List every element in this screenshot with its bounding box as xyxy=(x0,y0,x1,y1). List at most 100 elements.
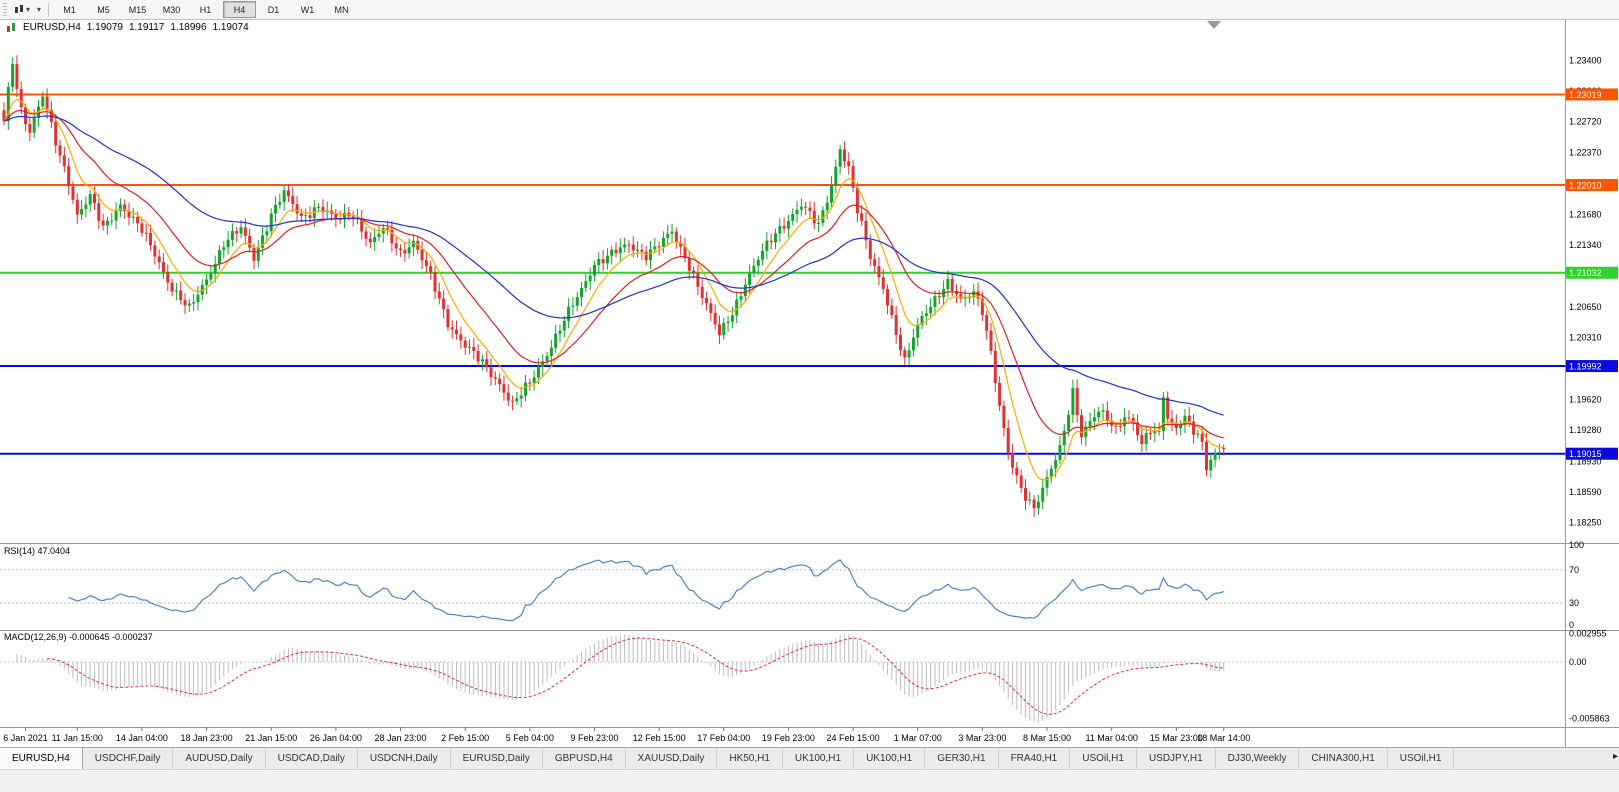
svg-text:18 Jan 23:00: 18 Jan 23:00 xyxy=(181,733,233,743)
timeframe-M1[interactable]: M1 xyxy=(63,4,76,15)
svg-text:1.18590: 1.18590 xyxy=(1569,487,1602,497)
svg-text:24 Feb 15:00: 24 Feb 15:00 xyxy=(827,733,880,743)
panel-borders xyxy=(0,18,1619,747)
chart-tab[interactable]: UK100,H1 xyxy=(783,748,855,769)
chart-quote-line: EURUSD,H4 1.19079 1.19117 1.18996 1.1907… xyxy=(6,22,249,33)
quote-high: 1.19117 xyxy=(128,22,165,33)
svg-text:5 Feb 04:00: 5 Feb 04:00 xyxy=(506,733,554,743)
timeframe-M5[interactable]: M5 xyxy=(97,4,110,15)
chart-tab[interactable]: USDCAD,Daily xyxy=(266,748,358,769)
timeframe-M15[interactable]: M15 xyxy=(128,4,147,15)
ma-lines xyxy=(3,98,1224,481)
svg-text:14 Jan 04:00: 14 Jan 04:00 xyxy=(116,733,168,743)
quote-close: 1.19074 xyxy=(212,22,249,33)
svg-text:8 Mar 15:00: 8 Mar 15:00 xyxy=(1023,733,1071,743)
timeframe-MN[interactable]: MN xyxy=(334,4,349,15)
svg-text:1.22720: 1.22720 xyxy=(1569,116,1602,126)
quote-symbol: EURUSD,H4 xyxy=(23,22,81,33)
svg-text:6 Jan 2021: 6 Jan 2021 xyxy=(3,733,48,743)
svg-text:21 Jan 15:00: 21 Jan 15:00 xyxy=(245,733,297,743)
svg-text:70: 70 xyxy=(1569,565,1579,575)
shift-marker-icon[interactable] xyxy=(1207,21,1221,29)
svg-text:1.21680: 1.21680 xyxy=(1569,210,1602,220)
chart-tab[interactable]: USDCNH,Daily xyxy=(358,748,451,769)
svg-text:1.23400: 1.23400 xyxy=(1569,55,1602,65)
timeframe-M30[interactable]: M30 xyxy=(162,4,181,15)
rsi-plot xyxy=(0,558,1566,622)
svg-text:15 Mar 23:00: 15 Mar 23:00 xyxy=(1150,733,1203,743)
svg-text:0.002955: 0.002955 xyxy=(1569,629,1607,639)
svg-text:2 Feb 15:00: 2 Feb 15:00 xyxy=(441,733,489,743)
svg-text:1.20310: 1.20310 xyxy=(1569,333,1602,343)
svg-text:18 Mar 14:00: 18 Mar 14:00 xyxy=(1197,733,1250,743)
candles xyxy=(2,55,1226,517)
svg-text:26 Jan 04:00: 26 Jan 04:00 xyxy=(310,733,362,743)
status-bar xyxy=(0,769,1619,792)
chart-tabs: EURUSD,H4 USDCHF,Daily AUDUSD,Daily USDCAD,… xyxy=(0,747,1619,769)
level-lines[interactable] xyxy=(0,93,1566,455)
svg-text:12 Feb 15:00: 12 Feb 15:00 xyxy=(633,733,686,743)
svg-text:1.18930: 1.18930 xyxy=(1569,456,1602,466)
chart-tab[interactable]: FRA40,H1 xyxy=(999,748,1071,769)
svg-text:0: 0 xyxy=(1569,620,1574,630)
chevron-down-icon: ▾ xyxy=(26,5,31,14)
chart-tab[interactable]: USOil,H1 xyxy=(1388,748,1455,769)
tab-scroll-right-icon[interactable]: ▸ xyxy=(1612,751,1618,762)
quote-low: 1.18996 xyxy=(170,22,207,33)
chart-tab[interactable]: EURUSD,H4 xyxy=(0,748,83,769)
toolbar-separator xyxy=(48,2,50,17)
svg-text:1.19992: 1.19992 xyxy=(1569,362,1602,372)
svg-text:1.19015: 1.19015 xyxy=(1569,449,1602,459)
svg-text:1.22010: 1.22010 xyxy=(1569,180,1602,190)
chart-tab[interactable]: USOil,H1 xyxy=(1070,748,1137,769)
svg-text:1.21340: 1.21340 xyxy=(1569,240,1602,250)
timeframe-D1[interactable]: D1 xyxy=(267,4,280,15)
svg-text:1.22370: 1.22370 xyxy=(1569,148,1602,158)
chevron-down-icon: ▾ xyxy=(37,5,42,14)
svg-text:1 Mar 07:00: 1 Mar 07:00 xyxy=(894,733,942,743)
chart-tab[interactable]: USDJPY,H1 xyxy=(1137,748,1216,769)
level-tags: 1.23019 1.22010 1.21032 1.19992 1.19015 xyxy=(1566,88,1618,460)
toolbar-grip[interactable] xyxy=(3,2,7,17)
dropdown-caret-button[interactable]: ▾ xyxy=(33,2,44,18)
svg-text:3 Mar 23:00: 3 Mar 23:00 xyxy=(958,733,1006,743)
svg-text:-0.005863: -0.005863 xyxy=(1569,714,1610,724)
chart-tab[interactable]: HK50,H1 xyxy=(717,748,783,769)
timeframe-W1[interactable]: W1 xyxy=(300,4,315,15)
rsi-label: RSI(14) 47.0404 xyxy=(4,546,71,556)
chart-tab[interactable]: AUDUSD,Daily xyxy=(173,748,266,769)
svg-text:1.21032: 1.21032 xyxy=(1569,268,1602,278)
symbol-chart-icon xyxy=(7,23,15,32)
svg-text:30: 30 xyxy=(1569,598,1579,608)
chart-tab[interactable]: XAUUSD,Daily xyxy=(626,748,718,769)
quote-open: 1.19079 xyxy=(86,22,123,33)
svg-text:100: 100 xyxy=(1569,540,1584,550)
rsi-axis: 100 70 30 0 xyxy=(1569,540,1584,630)
chart-tab[interactable]: EURUSD,Daily xyxy=(451,748,543,769)
svg-text:0.00: 0.00 xyxy=(1569,657,1587,667)
svg-text:17 Feb 04:00: 17 Feb 04:00 xyxy=(697,733,750,743)
chart-tab[interactable]: CHINA300,H1 xyxy=(1299,748,1388,769)
timeframe-H1[interactable]: H1 xyxy=(199,4,212,15)
macd-axis: 0.002955 0.00 -0.005863 xyxy=(1569,629,1610,724)
top-toolbar: ▾ ▾ M1 M5 M15 M30 H1 H4 D1 W1 MN xyxy=(0,0,1619,20)
candlestick-chart-icon[interactable]: ▾ xyxy=(11,2,33,18)
chart-tab[interactable]: GER30,H1 xyxy=(925,748,999,769)
svg-text:19 Feb 23:00: 19 Feb 23:00 xyxy=(762,733,815,743)
svg-text:9 Feb 23:00: 9 Feb 23:00 xyxy=(570,733,618,743)
chart-tab[interactable]: USDCHF,Daily xyxy=(83,748,174,769)
chart-tab[interactable]: DJ30,Weekly xyxy=(1216,748,1300,769)
svg-text:1.19620: 1.19620 xyxy=(1569,394,1602,404)
timeframe-H4[interactable]: H4 xyxy=(223,1,257,18)
svg-text:1.18250: 1.18250 xyxy=(1569,517,1602,527)
timeframe-buttons: M1 M5 M15 M30 H1 H4 D1 W1 MN xyxy=(53,1,358,18)
svg-text:1.19280: 1.19280 xyxy=(1569,425,1602,435)
chart-tab[interactable]: GBPUSD,H4 xyxy=(543,748,626,769)
macd-plot xyxy=(0,634,1566,723)
svg-text:28 Jan 23:00: 28 Jan 23:00 xyxy=(374,733,426,743)
time-axis: 6 Jan 2021 11 Jan 15:00 14 Jan 04:00 18 Jan… xyxy=(3,727,1250,743)
chart-tab[interactable]: UK100,H1 xyxy=(854,748,926,769)
svg-text:11 Mar 04:00: 11 Mar 04:00 xyxy=(1085,733,1137,743)
svg-text:11 Jan 15:00: 11 Jan 15:00 xyxy=(52,733,103,743)
